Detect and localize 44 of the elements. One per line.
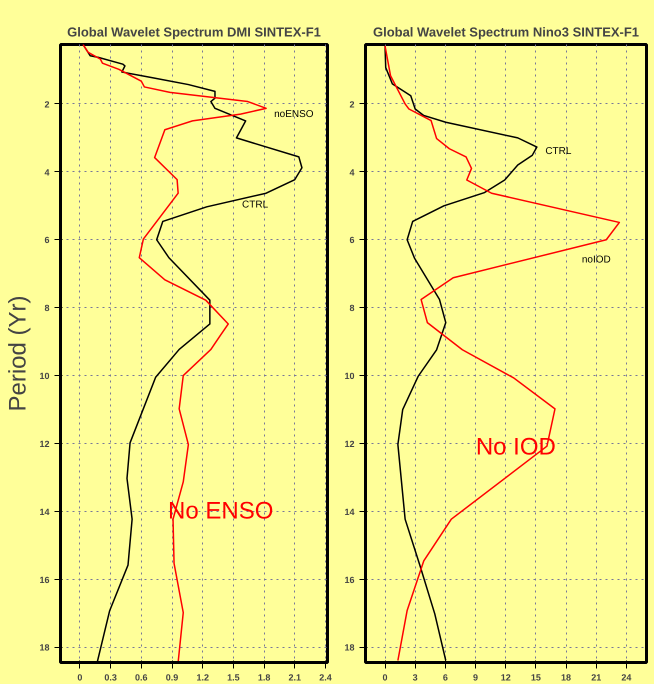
y-tick-label: 10 bbox=[39, 371, 50, 382]
y-tick-label: 2 bbox=[44, 99, 50, 110]
line-series bbox=[384, 45, 620, 662]
x-tick-label: 0.6 bbox=[135, 672, 148, 682]
y-tick-label: 6 bbox=[44, 235, 50, 246]
y-tick-label: 6 bbox=[349, 235, 355, 246]
y-tick-label: 14 bbox=[39, 506, 50, 517]
x-tick-label: 24 bbox=[621, 672, 632, 682]
x-tick-label: 0 bbox=[77, 672, 82, 682]
y-tick-label: 18 bbox=[39, 642, 50, 653]
y-tick-label: 8 bbox=[349, 303, 355, 314]
y-tick-label: 4 bbox=[44, 167, 50, 178]
annotation: noIOD bbox=[582, 254, 611, 266]
y-tick-label: 18 bbox=[344, 642, 355, 653]
x-tick-label: 15 bbox=[530, 672, 541, 682]
x-tick-label: 18 bbox=[561, 672, 572, 682]
x-tick-label: 9 bbox=[473, 672, 478, 682]
y-tick-label: 8 bbox=[44, 303, 50, 314]
y-tick-label: 10 bbox=[344, 371, 355, 382]
x-tick-label: 21 bbox=[591, 672, 602, 682]
chart-title: Global Wavelet Spectrum DMI SINTEX-F1 bbox=[67, 24, 321, 40]
x-tick-label: 6 bbox=[442, 672, 448, 682]
annotation: CTRL bbox=[242, 200, 269, 211]
x-tick-label: 1.2 bbox=[196, 672, 209, 682]
annotation: noENSO bbox=[274, 108, 314, 120]
x-tick-label: 1.5 bbox=[227, 672, 240, 682]
x-tick-label: 12 bbox=[500, 672, 511, 682]
y-tick-label: 12 bbox=[39, 438, 50, 449]
x-tick-label: 3 bbox=[412, 672, 418, 682]
x-tick-label: 0.3 bbox=[104, 672, 117, 682]
x-tick-label: 2.4 bbox=[319, 672, 332, 682]
annotation: CTRL bbox=[545, 146, 572, 157]
x-tick-label: 0.9 bbox=[166, 672, 178, 682]
y-tick-label: 4 bbox=[349, 167, 355, 178]
x-tick-label: 2.1 bbox=[288, 672, 302, 682]
chart-title: Global Wavelet Spectrum Nino3 SINTEX-F1 bbox=[372, 24, 640, 40]
y-tick-label: 16 bbox=[344, 574, 355, 585]
y-axis-title: Period (Yr) bbox=[4, 295, 32, 412]
x-tick-label: 1.8 bbox=[258, 672, 270, 682]
x-tick-label: 0 bbox=[382, 672, 388, 682]
y-tick-label: 16 bbox=[39, 574, 50, 585]
y-tick-label: 14 bbox=[344, 506, 355, 517]
y-tick-label: 2 bbox=[349, 99, 355, 110]
y-tick-label: 12 bbox=[344, 438, 355, 449]
